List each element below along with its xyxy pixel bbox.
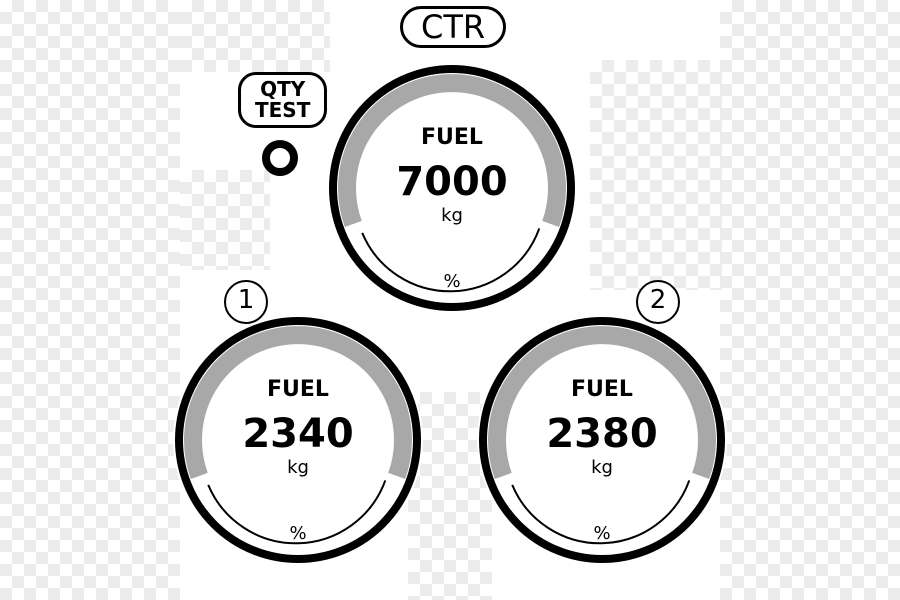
gauge-label: FUEL	[477, 377, 727, 402]
checker-region	[180, 0, 330, 72]
gauge-value: 7000	[327, 159, 577, 205]
fuel-gauge-tank-2: FUEL 2380 kg %	[477, 315, 727, 565]
checker-region	[180, 170, 270, 270]
stage: { "canvas": { "width": 900, "height": 60…	[0, 0, 900, 600]
ctr-label-pill: CTR	[400, 6, 506, 48]
fuel-gauge-tank-1: FUEL 2340 kg %	[173, 315, 423, 565]
gauge-unit: kg	[173, 457, 423, 478]
qty-test-ring-icon	[262, 140, 298, 176]
checker-region	[590, 60, 730, 290]
gauge-value: 2340	[173, 411, 423, 457]
checker-region	[720, 0, 900, 600]
gauge-label: FUEL	[173, 377, 423, 402]
gauge-label: FUEL	[327, 125, 577, 150]
gauge-pct: %	[173, 523, 423, 544]
qty-test-badge: QTY TEST	[238, 72, 327, 128]
gauge-unit: kg	[477, 457, 727, 478]
fuel-gauge-ctr: FUEL 7000 kg %	[327, 63, 577, 313]
checker-region	[0, 0, 180, 600]
gauge-unit: kg	[327, 205, 577, 226]
gauge-pct: %	[477, 523, 727, 544]
gauge-value: 2380	[477, 411, 727, 457]
gauge-pct: %	[327, 271, 577, 292]
